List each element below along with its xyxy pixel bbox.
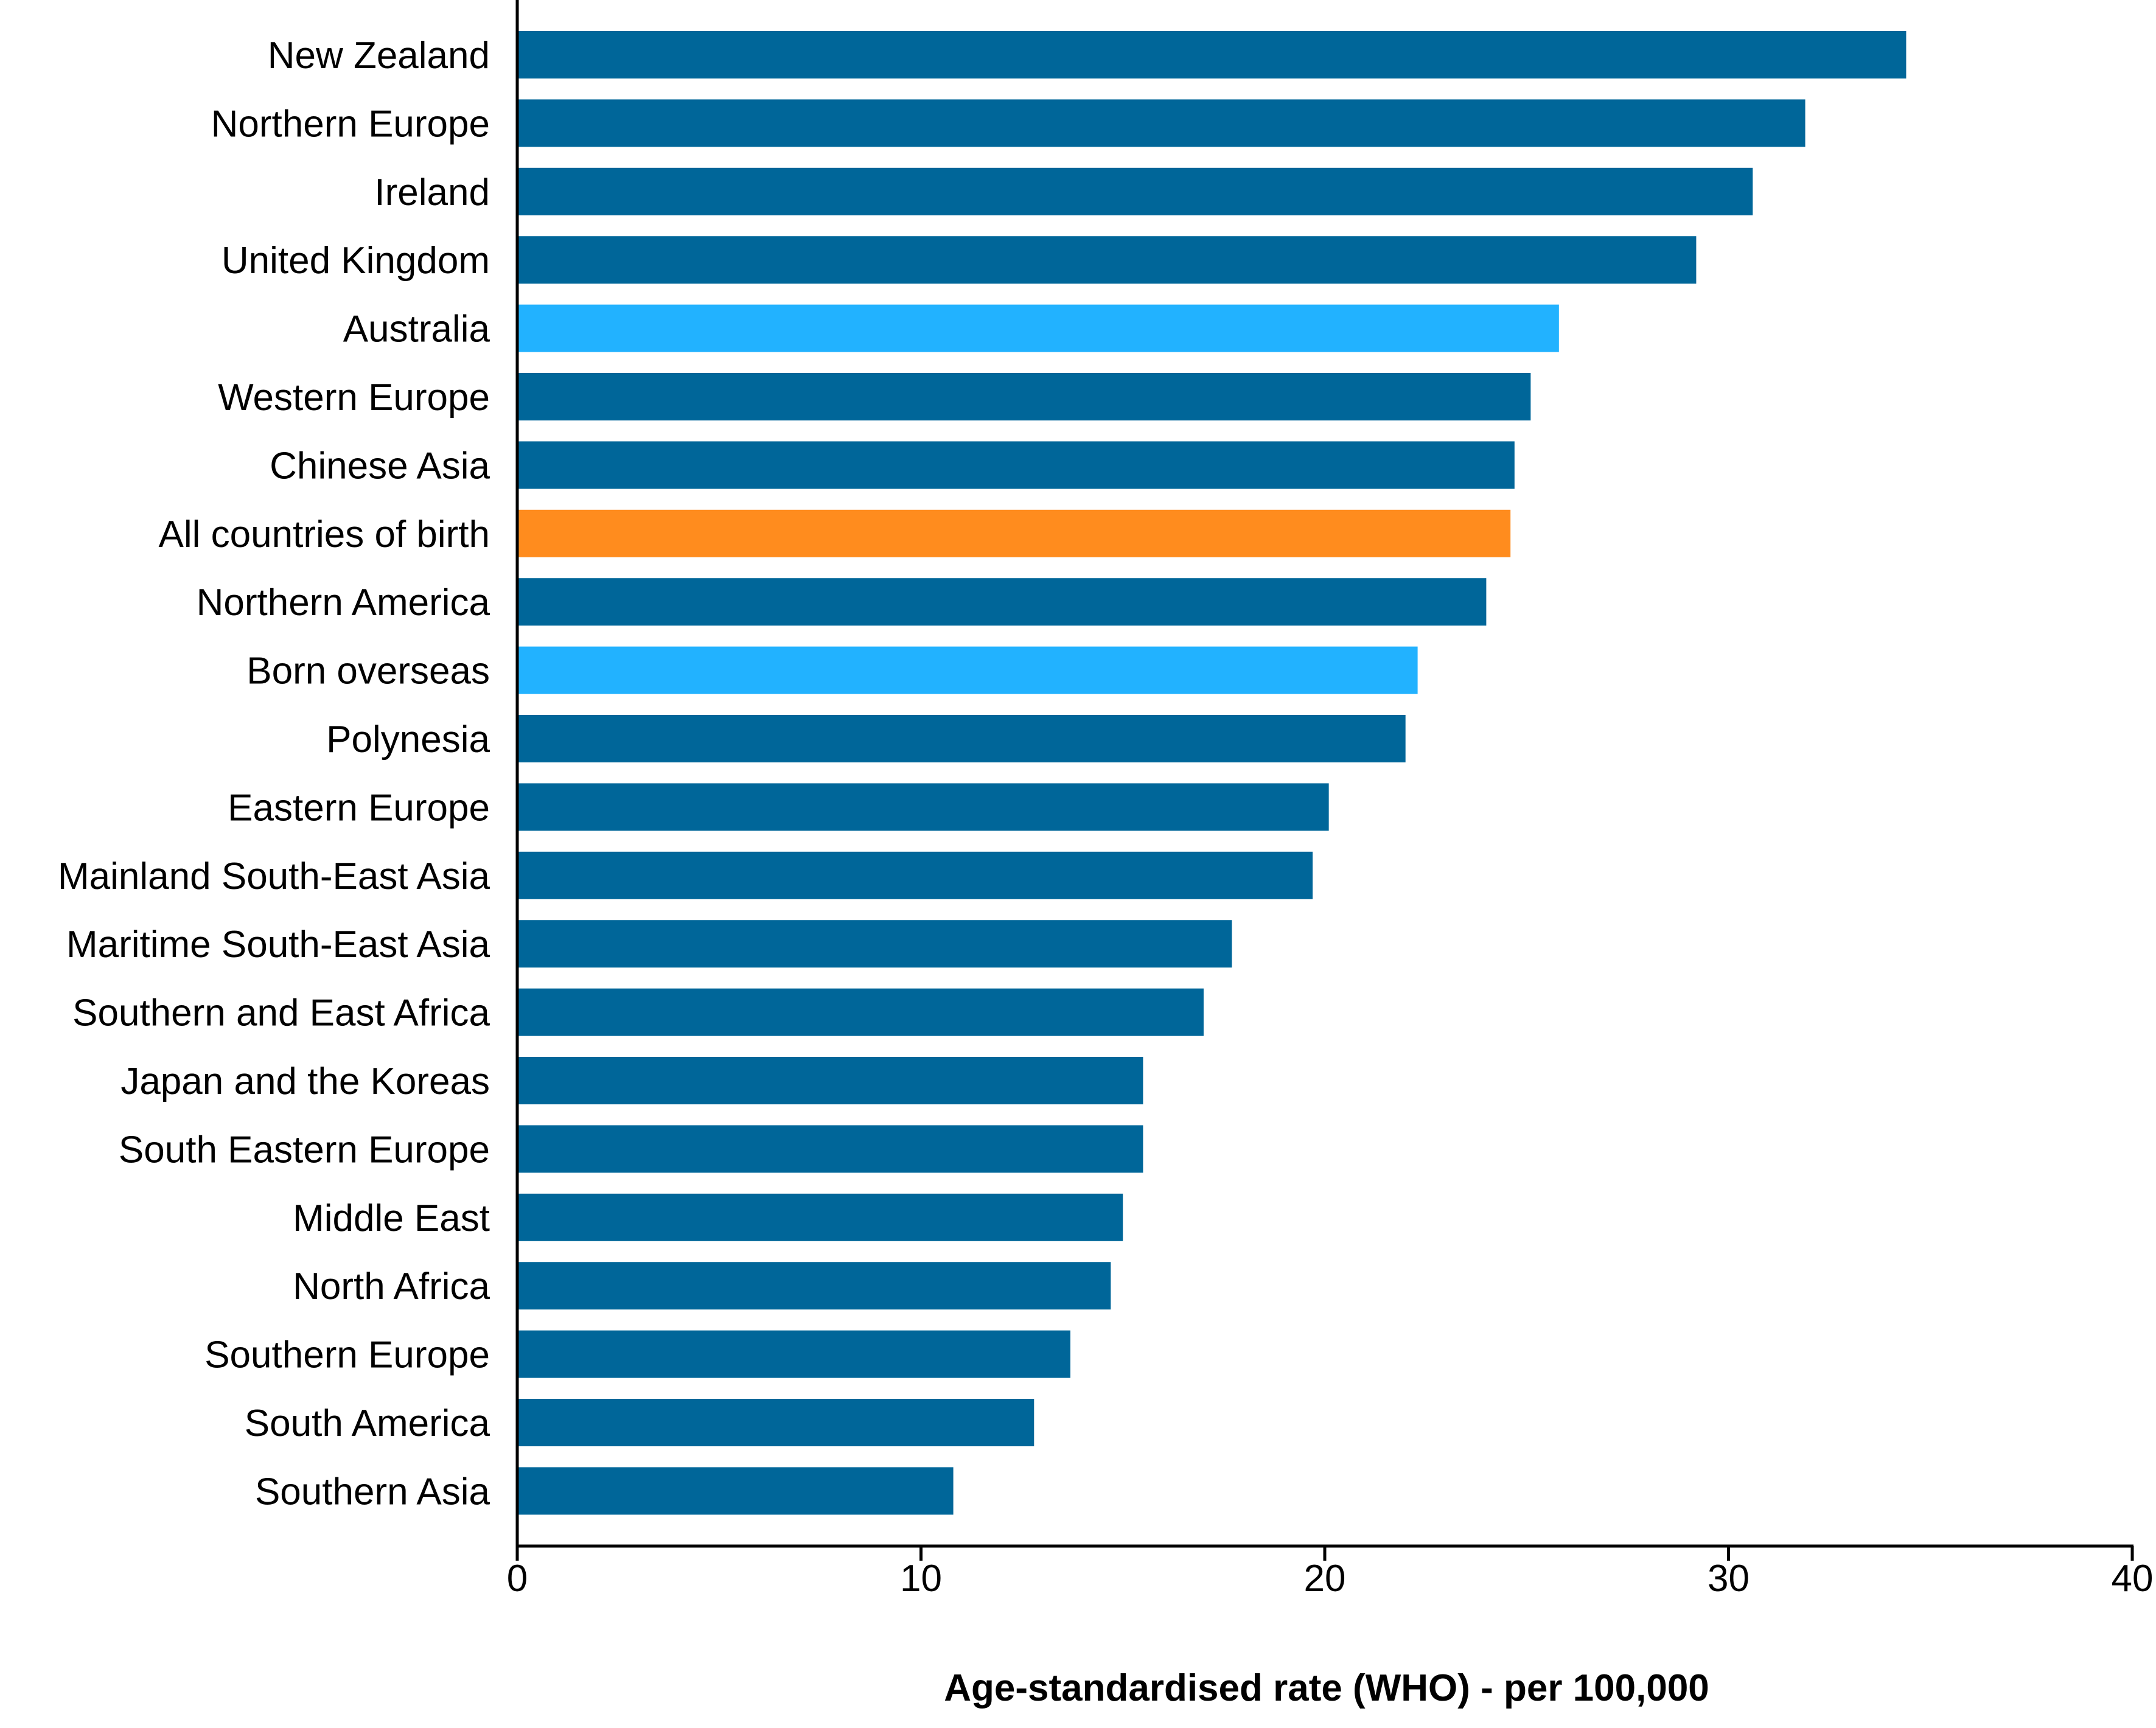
category-label-mainland-south-east-asia: Mainland South-East Asia [58,855,490,897]
category-label-southern-and-east-africa: Southern and East Africa [72,992,490,1034]
bar-chinese-asia [517,441,1515,489]
x-tick-label: 10 [900,1558,942,1600]
category-label-all-countries-of-birth: All countries of birth [159,514,490,556]
category-label-australia: Australia [343,308,490,350]
bar-united-kingdom [517,236,1697,284]
bar-southern-and-east-africa [517,988,1204,1036]
category-label-north-africa: North Africa [293,1266,490,1308]
bar-all-countries-of-birth [517,509,1511,557]
bar-north-africa [517,1262,1111,1310]
bar-new-zealand [517,31,1907,78]
x-axis-ticks: 0 10 20 30 40 [507,1546,2154,1600]
category-labels: New Zealand Northern Europe Ireland United … [58,35,490,1513]
category-label-polynesia: Polynesia [326,719,490,761]
bar-northern-europe [517,99,1805,147]
x-tick-label: 20 [1304,1558,1346,1600]
category-label-northern-america: Northern America [197,582,490,624]
x-tick-label: 30 [1708,1558,1750,1600]
axes [515,0,2133,1561]
bar-polynesia [517,715,1406,762]
category-label-middle-east: Middle East [293,1197,490,1239]
category-label-southern-europe: Southern Europe [204,1334,490,1376]
bar-south-america [517,1399,1034,1446]
bar-south-eastern-europe [517,1125,1143,1173]
category-label-northern-europe: Northern Europe [211,103,490,145]
category-label-south-eastern-europe: South Eastern Europe [119,1129,490,1171]
category-label-western-europe: Western Europe [218,377,490,419]
bar-born-overseas [517,646,1418,694]
category-label-born-overseas: Born overseas [246,650,490,692]
bar-eastern-europe [517,783,1329,831]
category-label-southern-asia: Southern Asia [255,1471,490,1513]
category-label-united-kingdom: United Kingdom [222,240,490,282]
x-tick-label: 0 [507,1558,528,1600]
category-label-ireland: Ireland [374,172,490,214]
bar-maritime-south-east-asia [517,920,1232,968]
bar-western-europe [517,373,1531,420]
bar-australia [517,304,1559,352]
bar-northern-america [517,578,1487,626]
bar-southern-europe [517,1330,1070,1378]
category-label-new-zealand: New Zealand [268,35,490,77]
category-label-chinese-asia: Chinese Asia [270,445,490,487]
category-label-maritime-south-east-asia: Maritime South-East Asia [66,924,490,966]
x-tick-label: 40 [2112,1558,2154,1600]
bar-japan-and-the-koreas [517,1057,1143,1104]
x-axis-title: Age-standardised rate (WHO) - per 100,00… [944,1667,1709,1709]
bar-middle-east [517,1193,1123,1241]
bar-mainland-south-east-asia [517,851,1313,899]
bars-layer [517,31,1907,1515]
bar-ireland [517,167,1753,215]
bar-southern-asia [517,1467,954,1515]
category-label-japan-and-the-koreas: Japan and the Koreas [120,1061,490,1103]
category-label-eastern-europe: Eastern Europe [228,787,490,829]
category-label-south-america: South America [245,1402,490,1444]
